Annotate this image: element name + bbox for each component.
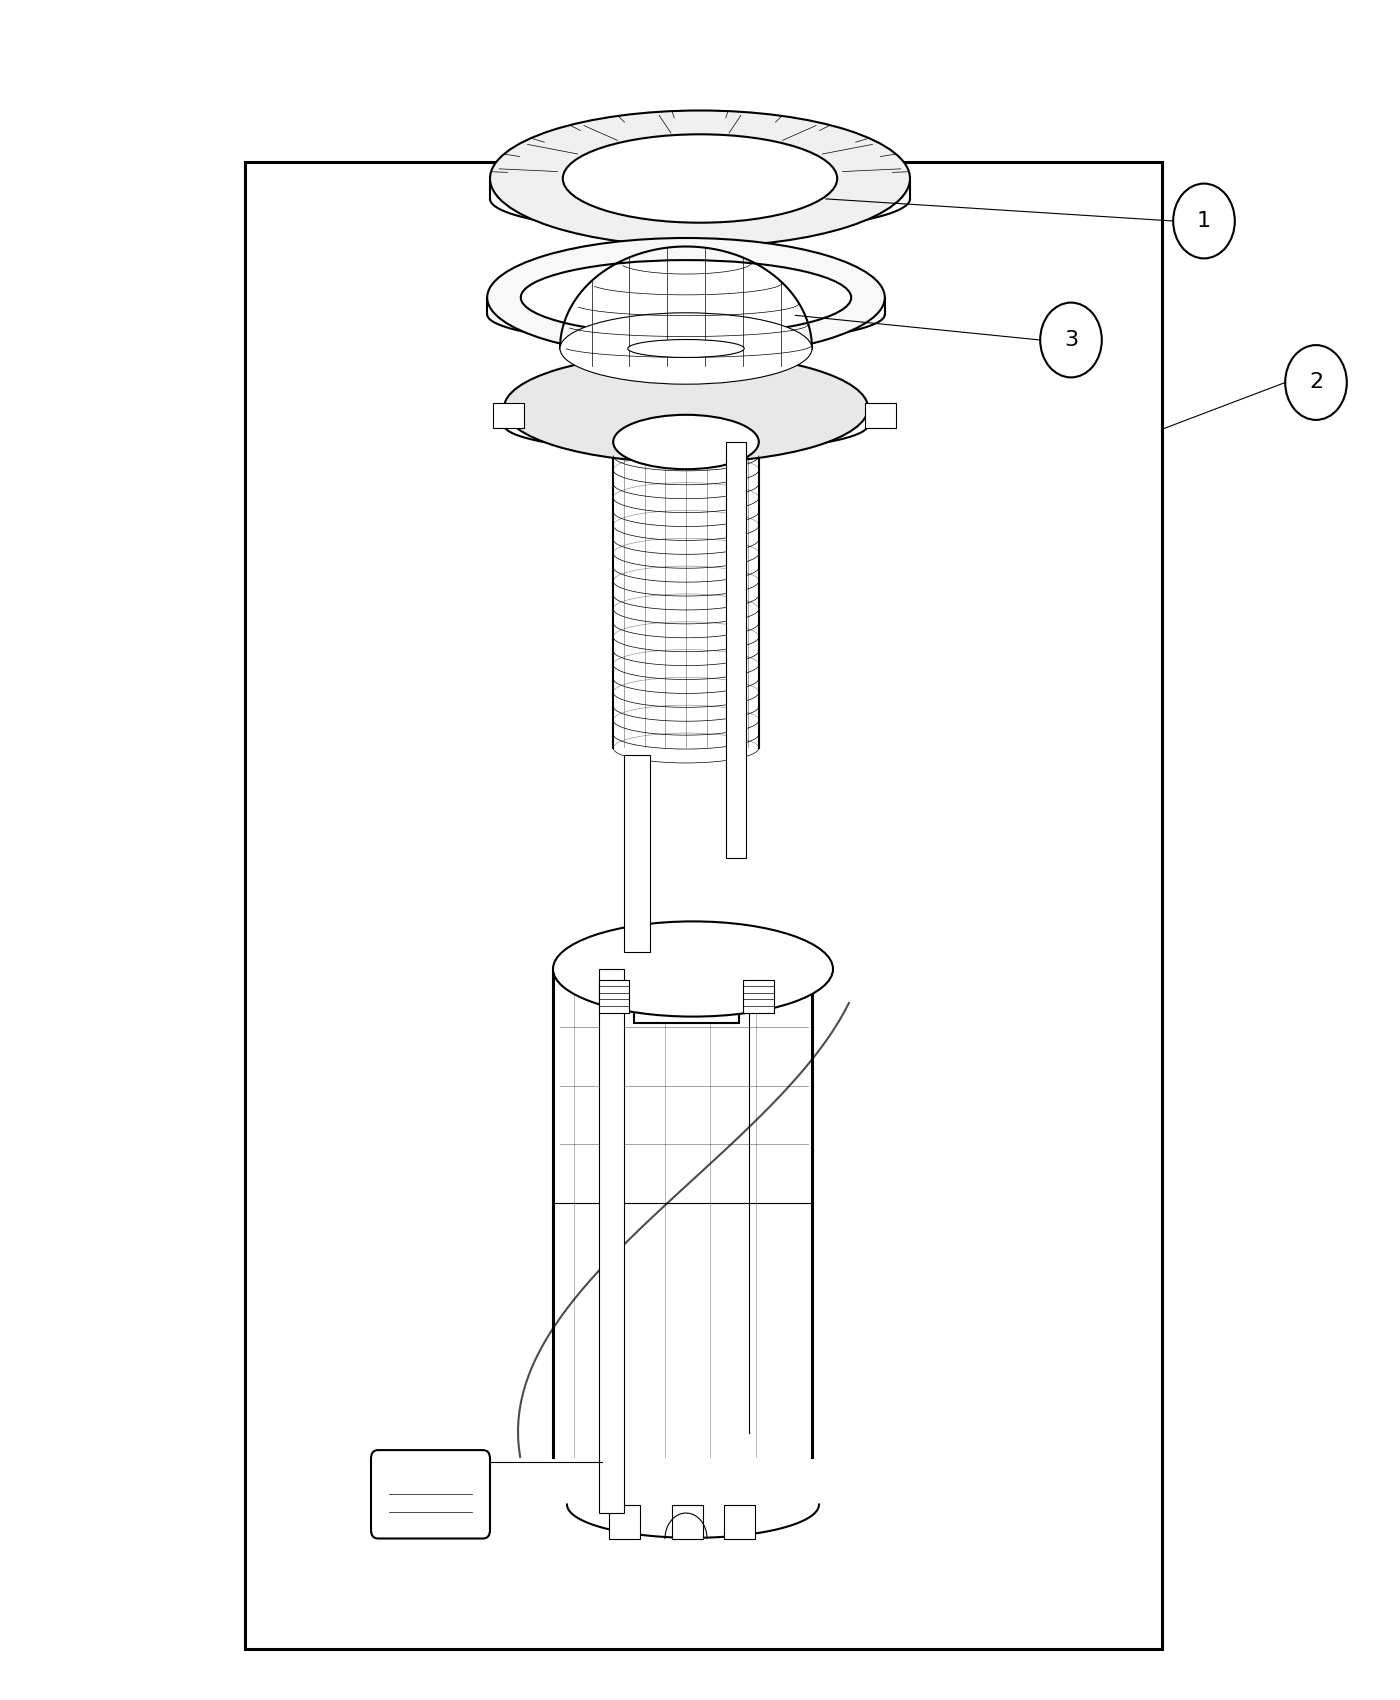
Bar <box>599 969 624 1513</box>
Ellipse shape <box>553 921 833 1017</box>
Circle shape <box>1285 345 1347 420</box>
Text: 3: 3 <box>1064 330 1078 350</box>
Bar <box>633 969 739 1023</box>
Bar <box>599 979 630 1013</box>
Bar <box>742 979 773 1013</box>
Ellipse shape <box>560 313 812 384</box>
Ellipse shape <box>504 354 868 462</box>
Bar <box>727 442 746 858</box>
FancyBboxPatch shape <box>865 403 896 428</box>
Text: 1: 1 <box>1197 211 1211 231</box>
Ellipse shape <box>613 415 759 469</box>
Ellipse shape <box>627 340 745 357</box>
Bar <box>724 1504 755 1538</box>
Circle shape <box>1040 303 1102 377</box>
FancyBboxPatch shape <box>371 1450 490 1538</box>
Circle shape <box>1173 184 1235 258</box>
Bar <box>245 162 1162 1649</box>
Ellipse shape <box>563 134 837 223</box>
Bar <box>624 755 650 952</box>
Ellipse shape <box>487 238 885 357</box>
FancyBboxPatch shape <box>493 403 524 428</box>
Bar <box>609 1504 640 1538</box>
Bar <box>672 1504 703 1538</box>
Ellipse shape <box>490 110 910 246</box>
Ellipse shape <box>521 260 851 335</box>
Text: 2: 2 <box>1309 372 1323 393</box>
